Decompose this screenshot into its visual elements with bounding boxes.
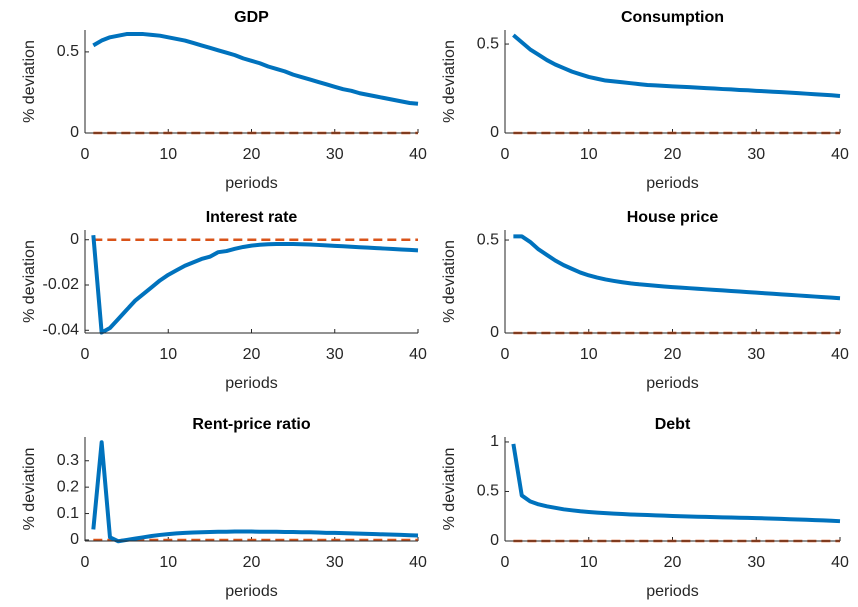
y-tick-label: 0.5 <box>477 35 499 52</box>
x-tick-label: 10 <box>159 346 177 363</box>
subplot-title: Rent-price ratio <box>192 416 310 433</box>
y-tick-label: 0.5 <box>477 231 499 248</box>
x-tick-label: 20 <box>243 346 261 363</box>
x-tick-label: 30 <box>747 146 765 163</box>
data-line <box>91 440 419 544</box>
y-tick-label: 1 <box>490 433 499 450</box>
x-tick-label: 30 <box>326 346 344 363</box>
y-axis-label: % deviation <box>21 240 38 323</box>
y-tick-label: -0.04 <box>43 322 80 339</box>
subplot-title: House price <box>627 209 719 226</box>
subplot: GDP periods % deviation 0 10 20 30 40 0 0.5 <box>21 9 427 192</box>
subplot: Consumption periods % deviation 0 10 20 30 40 0 0… <box>441 9 849 192</box>
x-tick-label: 40 <box>831 346 849 363</box>
y-tick-label: 0.2 <box>57 478 79 495</box>
y-axis-label: % deviation <box>441 240 458 323</box>
y-tick-label: 0 <box>70 231 79 248</box>
x-tick-label: 10 <box>580 346 598 363</box>
x-tick-label: 40 <box>409 554 427 571</box>
y-tick-label: -0.02 <box>43 276 80 293</box>
subplot: House price periods % deviation 0 10 20 30 40 0 0… <box>441 209 849 392</box>
data-line <box>92 32 419 106</box>
x-tick-label: 40 <box>831 146 849 163</box>
x-tick-label: 40 <box>409 146 427 163</box>
y-tick-label: 0 <box>490 324 499 341</box>
x-tick-label: 10 <box>159 554 177 571</box>
subplot-title: Debt <box>655 416 691 433</box>
x-tick-label: 10 <box>580 554 598 571</box>
x-axis-label: periods <box>646 583 698 600</box>
subplot: Rent-price ratio periods % deviation 0 10 20 3… <box>21 416 427 600</box>
y-tick-label: 0.5 <box>57 43 79 60</box>
x-axis-label: periods <box>646 375 698 392</box>
x-axis-label: periods <box>225 175 277 192</box>
data-line <box>513 234 841 301</box>
subplot: Interest rate periods % deviation 0 10 20 30 40… <box>21 209 427 392</box>
y-axis-label: % deviation <box>21 40 38 123</box>
x-tick-label: 30 <box>326 554 344 571</box>
y-tick-label: 0 <box>70 531 79 548</box>
x-tick-label: 20 <box>243 554 261 571</box>
x-tick-label: 10 <box>580 146 598 163</box>
x-tick-label: 0 <box>81 554 90 571</box>
x-tick-label: 0 <box>501 554 510 571</box>
y-tick-label: 0 <box>490 124 499 141</box>
x-axis-label: periods <box>225 583 277 600</box>
subplot-title: Interest rate <box>206 209 298 226</box>
y-tick-label: 0 <box>490 532 499 549</box>
x-tick-label: 40 <box>831 554 849 571</box>
x-axis-label: periods <box>646 175 698 192</box>
x-axis-label: periods <box>225 375 277 392</box>
subplot: Debt periods % deviation 0 10 20 30 40 0 0.5 1 <box>441 416 849 600</box>
x-tick-label: 30 <box>326 146 344 163</box>
y-tick-label: 0 <box>70 124 79 141</box>
data-line <box>511 443 841 524</box>
x-tick-label: 10 <box>159 146 177 163</box>
x-tick-label: 20 <box>664 146 682 163</box>
x-tick-label: 20 <box>664 346 682 363</box>
y-tick-label: 0.3 <box>57 452 79 469</box>
y-axis-label: % deviation <box>21 448 38 531</box>
y-axis-label: % deviation <box>441 448 458 531</box>
x-tick-label: 0 <box>501 346 510 363</box>
subplot-title: GDP <box>234 9 269 26</box>
data-line <box>512 33 841 98</box>
y-axis-label: % deviation <box>441 40 458 123</box>
x-tick-label: 40 <box>409 346 427 363</box>
x-tick-label: 30 <box>747 554 765 571</box>
x-tick-label: 20 <box>664 554 682 571</box>
x-tick-label: 20 <box>243 146 261 163</box>
x-tick-label: 0 <box>81 146 90 163</box>
x-tick-label: 0 <box>501 146 510 163</box>
y-tick-label: 0.1 <box>57 505 79 522</box>
subplot-title: Consumption <box>621 9 724 26</box>
x-tick-label: 0 <box>81 346 90 363</box>
x-tick-label: 30 <box>747 346 765 363</box>
data-line <box>91 235 419 335</box>
y-tick-label: 0.5 <box>477 483 499 500</box>
